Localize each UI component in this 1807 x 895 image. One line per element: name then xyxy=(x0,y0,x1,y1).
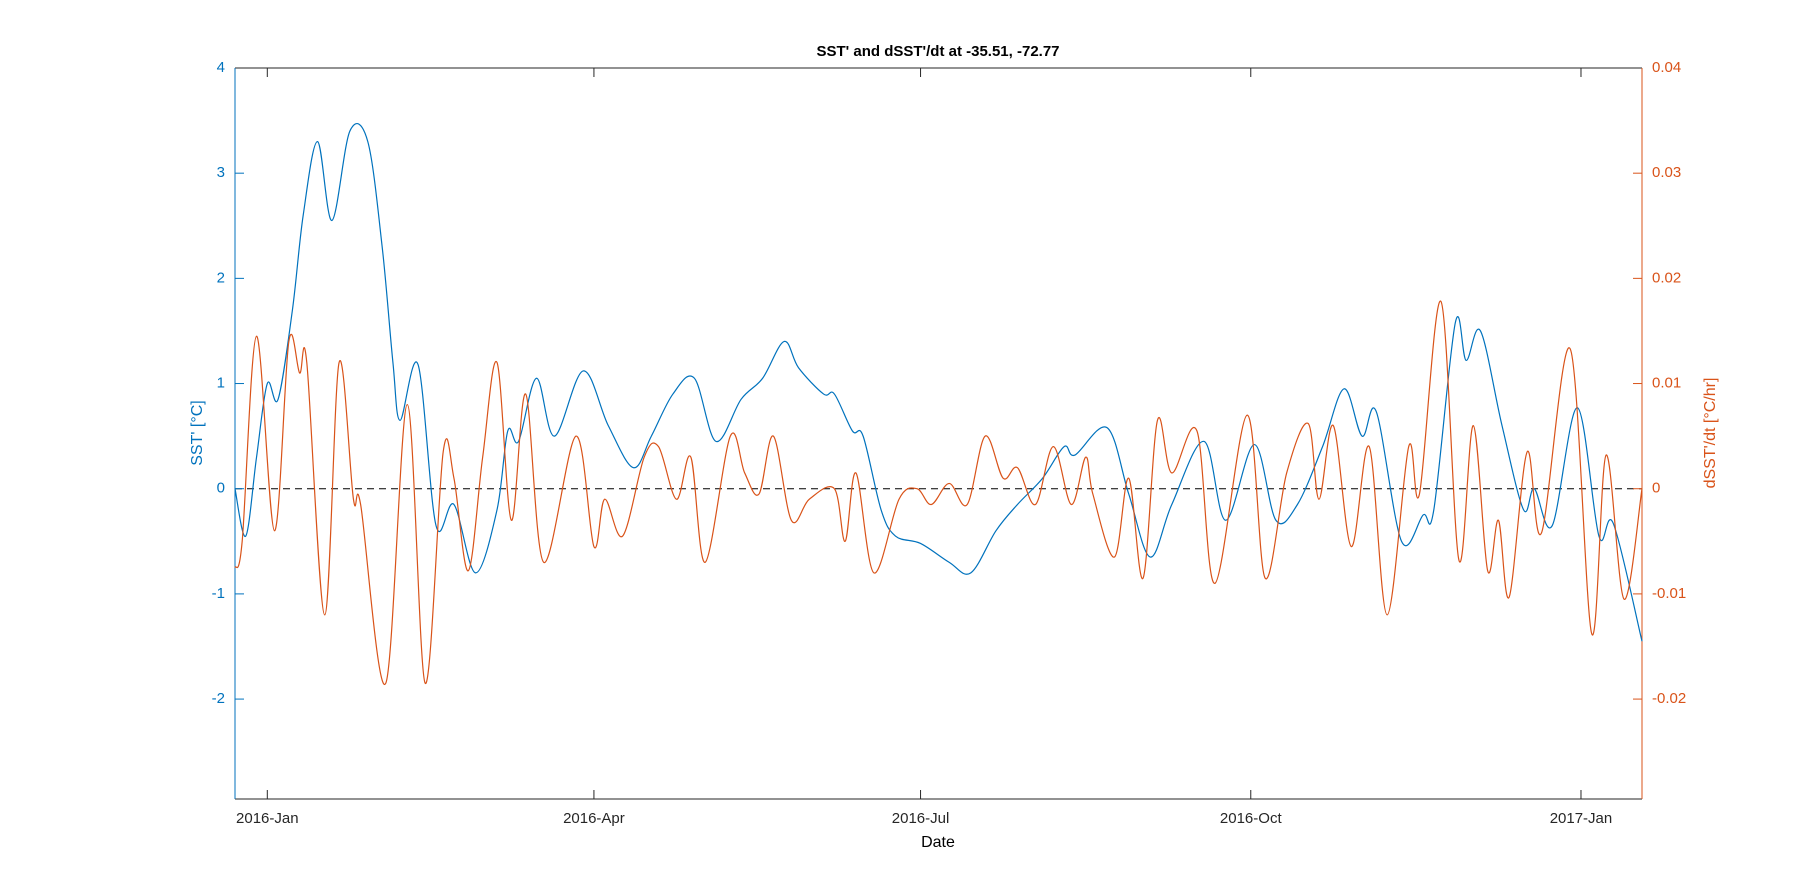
y2-axis-label: dSST'/dt [°C/hr] xyxy=(1702,378,1719,489)
y-tick-label: 4 xyxy=(217,59,225,76)
y-tick-label: 1 xyxy=(217,375,225,392)
x-tick-label: 2016-Oct xyxy=(1220,810,1283,827)
x-tick-label: 2016-Jul xyxy=(892,810,950,827)
y-tick-label: 0 xyxy=(217,480,225,497)
series-line xyxy=(234,300,1643,685)
y2-tick-label: 0.02 xyxy=(1652,269,1681,286)
y-tick-label: 3 xyxy=(217,164,225,181)
x-tick-label: 2016-Apr xyxy=(563,810,625,827)
y2-tick-label: 0.03 xyxy=(1652,164,1681,181)
y2-tick-label: 0.01 xyxy=(1652,375,1681,392)
y2-tick-label: -0.01 xyxy=(1652,585,1686,602)
y2-tick-label: 0.04 xyxy=(1652,59,1681,76)
y-axis-label: SST' [°C] xyxy=(189,400,206,465)
series-line xyxy=(234,122,1643,642)
y2-tick-label: 0 xyxy=(1652,480,1660,497)
y-tick-label: -2 xyxy=(212,690,225,707)
x-axis-label: Date xyxy=(921,834,955,851)
x-tick-label: 2016-Jan xyxy=(236,810,299,827)
y-tick-label: 2 xyxy=(217,269,225,286)
x-tick-label: 2017-Jan xyxy=(1550,810,1613,827)
y2-tick-label: -0.02 xyxy=(1652,690,1686,707)
chart-title: SST' and dSST'/dt at -35.51, -72.77 xyxy=(816,43,1059,60)
y-tick-label: -1 xyxy=(212,585,225,602)
